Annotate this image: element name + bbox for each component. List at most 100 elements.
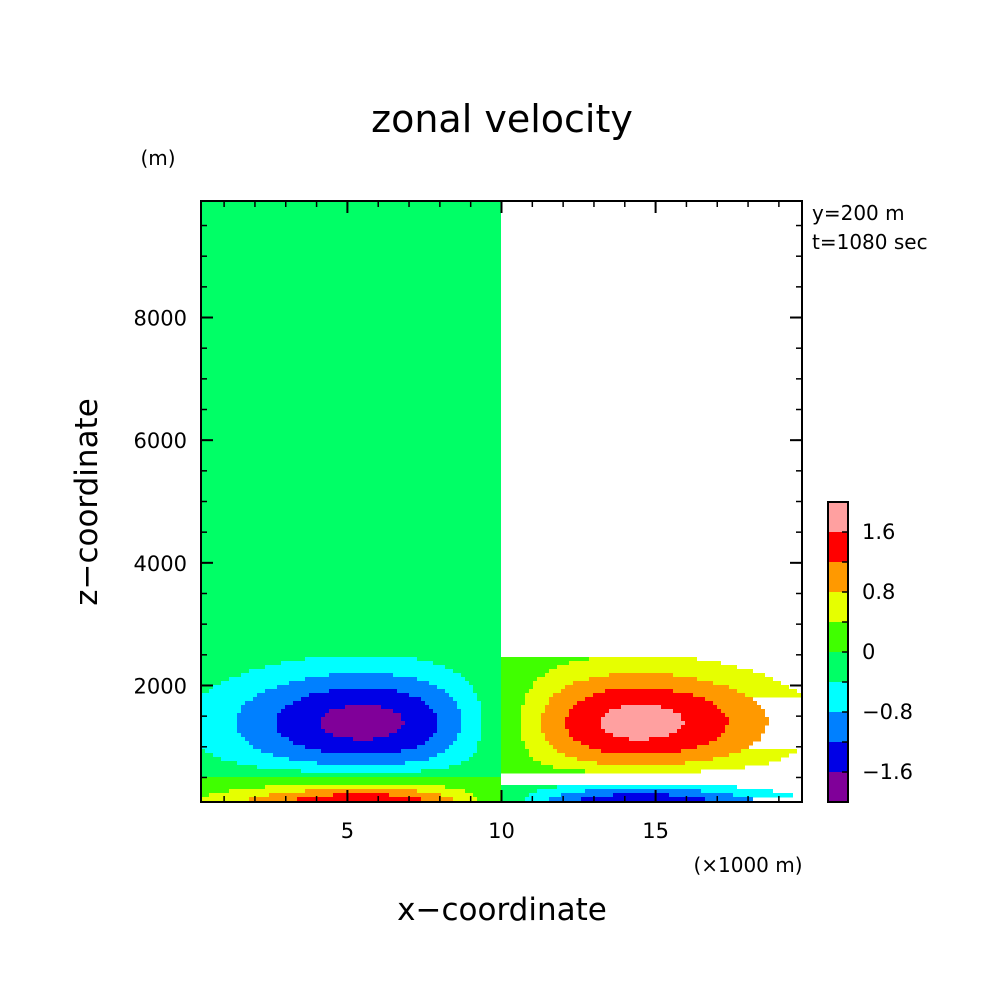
contour-band	[461, 709, 481, 714]
contour-band	[501, 701, 525, 706]
contour-band	[609, 673, 673, 678]
contour-band	[501, 725, 521, 730]
contour-band	[201, 789, 229, 794]
contour-band	[573, 681, 713, 686]
contour-band	[601, 717, 681, 722]
contour-band	[605, 729, 677, 734]
contour-band	[201, 733, 241, 738]
contour-band	[449, 693, 477, 698]
contour-band	[201, 373, 501, 378]
contour-band	[685, 761, 769, 766]
contour-band	[201, 245, 501, 250]
contour-band	[201, 265, 501, 270]
contour-band	[201, 429, 501, 434]
contour-band	[209, 689, 265, 694]
contour-band	[461, 673, 501, 678]
contour-band	[229, 789, 305, 794]
contour-band	[721, 709, 765, 714]
contour-band	[201, 741, 249, 746]
contour-band	[525, 741, 549, 746]
x-tick-label: 10	[488, 819, 515, 843]
contour-band	[745, 693, 801, 698]
colorbar-tick-label: 0.8	[862, 580, 895, 604]
colorbar-swatch	[828, 592, 848, 622]
contour-band	[201, 345, 501, 350]
contour-band	[201, 513, 501, 518]
contour-band	[201, 657, 305, 662]
contour-band	[429, 757, 469, 762]
contour-band	[549, 741, 581, 746]
contour-band	[261, 749, 321, 754]
contour-band	[605, 689, 673, 694]
colorbar-swatch	[828, 532, 848, 562]
contour-band	[589, 677, 697, 682]
contour-band	[593, 693, 693, 698]
contour-band	[201, 573, 501, 578]
contour-band	[729, 721, 769, 726]
contour-band	[201, 637, 501, 642]
contour-band	[629, 737, 649, 742]
contour-band	[421, 697, 453, 702]
contour-band	[281, 733, 333, 738]
contour-band	[345, 705, 381, 710]
contour-band	[669, 733, 721, 738]
colorbar-swatch	[828, 742, 848, 772]
contour-band	[565, 717, 601, 722]
contour-band	[257, 765, 449, 770]
contour-band	[201, 241, 501, 246]
contour-band	[525, 701, 549, 706]
colorbar-swatch	[828, 562, 848, 592]
contour-band	[321, 717, 401, 722]
contour-band	[453, 741, 477, 746]
contour-band	[465, 677, 501, 682]
contour-band	[201, 297, 501, 302]
contour-band	[201, 745, 253, 750]
contour-band	[201, 541, 501, 546]
contour-band	[301, 769, 421, 774]
contour-band	[521, 733, 545, 738]
contour-band	[201, 545, 501, 550]
contour-band	[717, 737, 761, 742]
chart-title: zonal velocity	[371, 97, 633, 141]
contour-band	[245, 701, 293, 706]
contour-band	[697, 677, 773, 682]
contour-band	[445, 665, 501, 670]
contour-band	[281, 709, 329, 714]
contour-band	[201, 493, 501, 498]
contour-band	[461, 729, 481, 734]
contour-band	[325, 713, 401, 718]
contour-band	[729, 685, 789, 690]
contour-band	[521, 729, 541, 734]
contour-band	[713, 681, 781, 686]
contour-band	[201, 553, 501, 558]
contour-band	[501, 665, 557, 670]
contour-band	[201, 361, 501, 366]
contour-band	[573, 705, 621, 710]
colorbar-swatch	[828, 712, 848, 742]
contour-band	[537, 789, 585, 794]
contour-band	[473, 689, 501, 694]
contour-band	[201, 525, 501, 530]
contour-band	[529, 689, 561, 694]
contour-band	[201, 229, 501, 234]
contour-band	[201, 417, 501, 422]
contour-band	[329, 689, 397, 694]
contour-band	[741, 749, 797, 754]
contour-band	[501, 733, 521, 738]
contour-band	[201, 445, 501, 450]
contour-band	[681, 749, 741, 754]
contour-band	[201, 425, 501, 430]
contour-band	[237, 729, 277, 734]
contour-band	[201, 325, 501, 330]
contour-band	[201, 461, 501, 466]
contour-band	[237, 725, 277, 730]
contour-band	[305, 677, 417, 682]
contour-band	[201, 785, 265, 790]
contour-band	[477, 693, 501, 698]
contour-band	[201, 781, 501, 786]
contour-band	[389, 793, 441, 798]
contour-band	[437, 725, 461, 730]
contour-band	[501, 693, 525, 698]
contour-band	[473, 685, 501, 690]
contour-band	[201, 605, 501, 610]
